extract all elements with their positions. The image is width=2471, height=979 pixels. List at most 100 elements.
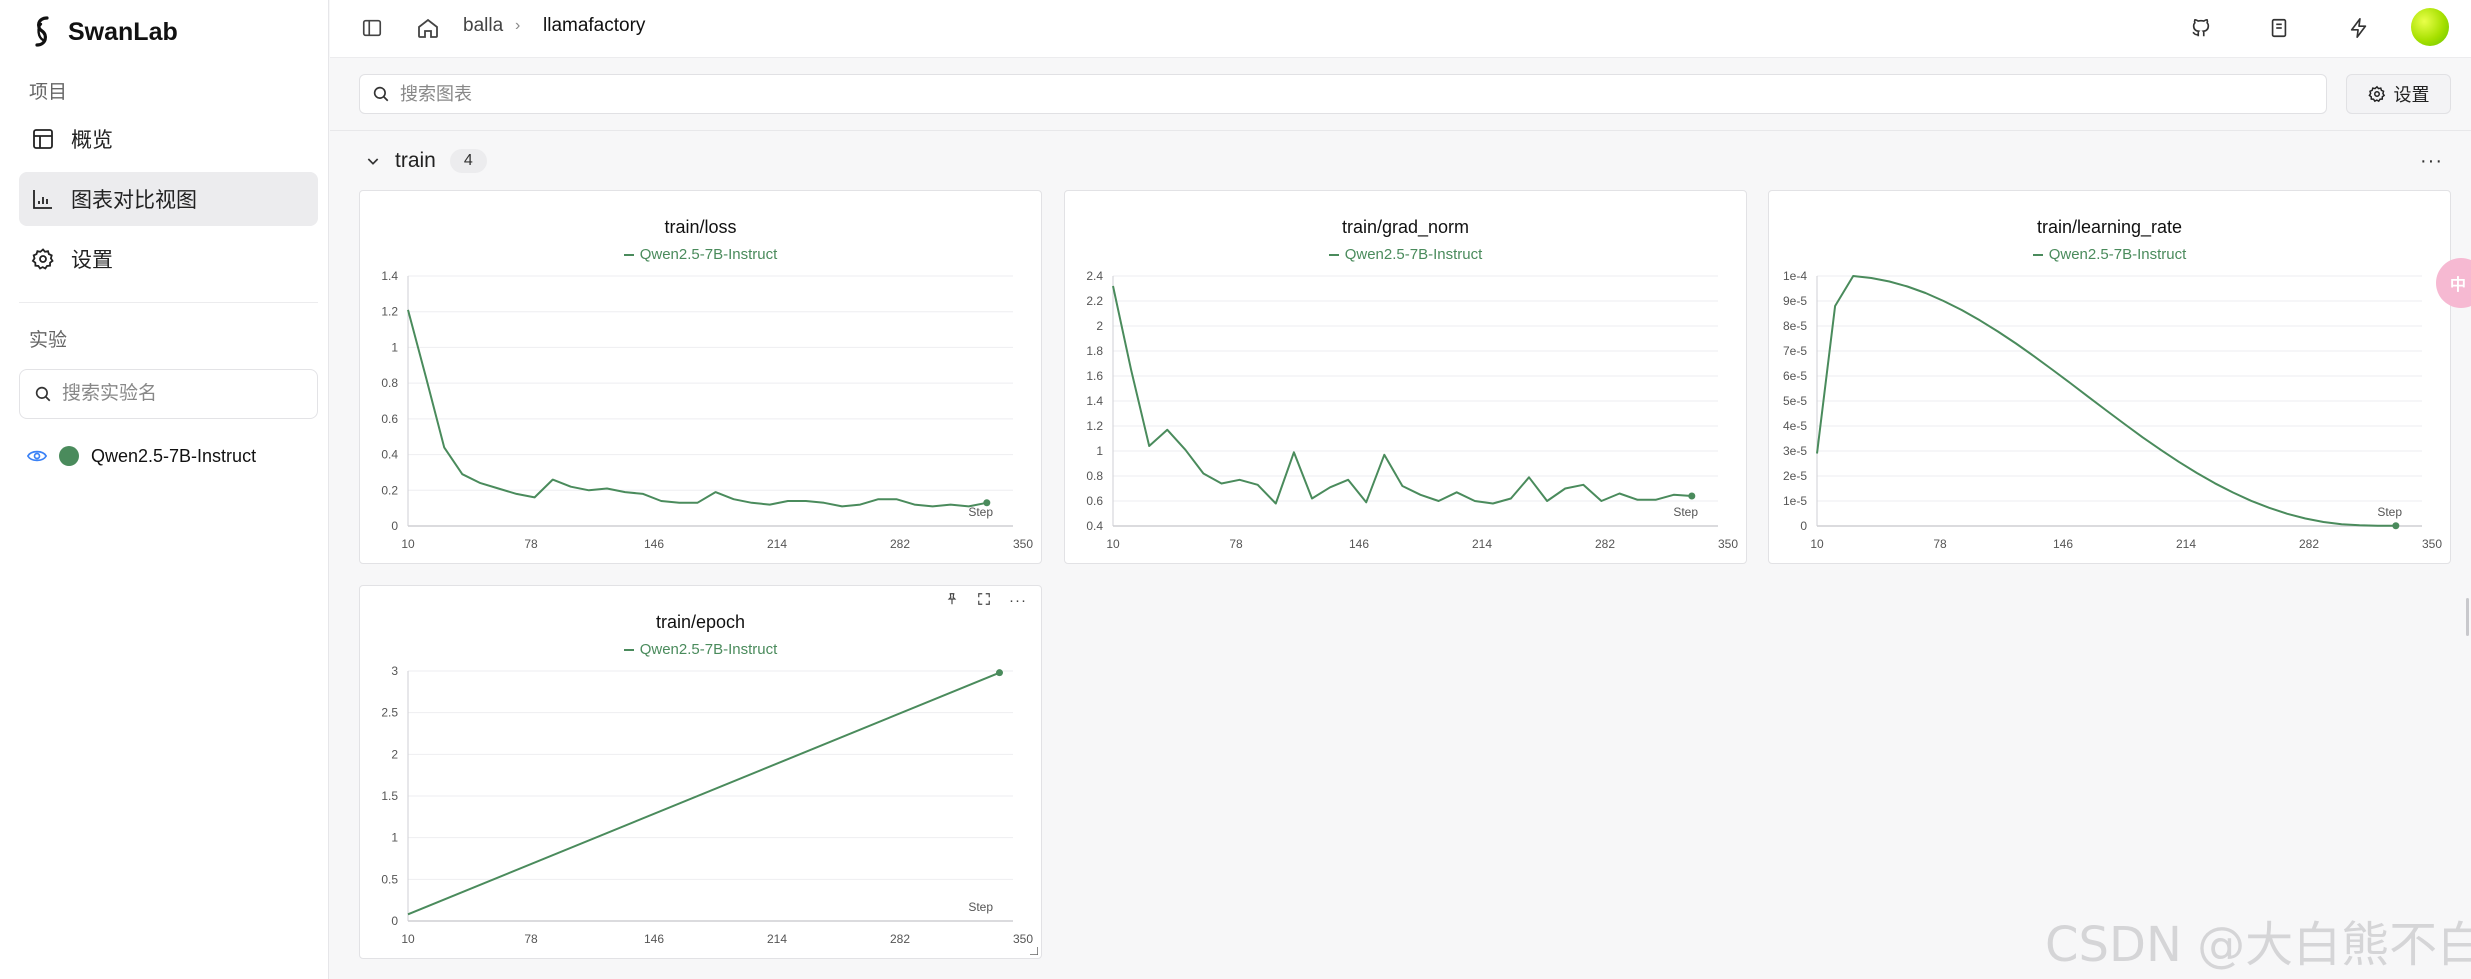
chart-panel-grad-norm[interactable]: 0.4 0.6 0.8 1 1.2 1.4 1.6 1.8 2 2.2 2.4 10 78 146 214 2… <box>1064 190 1747 564</box>
chart-panel-loss[interactable]: 0 0.2 0.4 0.6 0.8 1 1.2 1.4 10 78 146 214 282 350 Step… <box>359 190 1042 564</box>
more-icon[interactable]: ··· <box>1009 592 1027 609</box>
x-tick-label: 10 <box>401 932 415 946</box>
x-tick-label: 78 <box>524 537 538 551</box>
user-avatar[interactable] <box>2411 8 2449 46</box>
y-tick-label: 7e-5 <box>1783 344 1807 358</box>
group-more-icon[interactable]: ··· <box>2420 150 2443 172</box>
x-tick-label: 350 <box>1013 537 1033 551</box>
chart-title: train/grad_norm <box>1341 217 1470 237</box>
x-tick-label: 214 <box>767 932 787 946</box>
x-axis-label: Step <box>968 505 993 519</box>
top-header: balla › llamafactory <box>330 0 2471 58</box>
x-tick-label: 282 <box>1595 537 1615 551</box>
panel-tools: ··· <box>945 592 1027 610</box>
x-tick-label: 214 <box>1472 537 1492 551</box>
nav-chart-compare[interactable]: 图表对比视图 <box>19 172 318 226</box>
experiment-row[interactable]: Qwen2.5-7B-Instruct <box>27 441 256 471</box>
series-line <box>407 671 1000 916</box>
y-tick-label: 2 <box>1096 319 1103 333</box>
y-tick-label: 5e-5 <box>1783 394 1807 408</box>
github-icon[interactable] <box>2187 14 2215 42</box>
x-tick-label: 146 <box>1349 537 1369 551</box>
chart-panel-epoch[interactable]: 0 0.5 1 1.5 2 2.5 3 10 78 146 214 282 350 Step ··· tr… <box>359 585 1042 959</box>
x-tick-label: 10 <box>1106 537 1120 551</box>
lightning-icon[interactable] <box>2345 14 2373 42</box>
chevron-right-icon: › <box>515 17 521 34</box>
experiment-color-dot[interactable] <box>59 446 79 466</box>
y-tick-label: 1 <box>1096 444 1103 458</box>
series-end-point <box>2392 522 2400 530</box>
series-end-point <box>1688 492 1696 500</box>
y-tick-label: 0 <box>391 914 398 928</box>
y-tick-label: 1.2 <box>1086 419 1103 433</box>
sidebar: SwanLab 项目 概览 图表对比视图 设置 实验 Qwen2.5-7B-In… <box>0 0 329 979</box>
docs-book-icon[interactable] <box>2265 14 2293 42</box>
swanlab-logo-icon <box>35 16 49 47</box>
chart-group-name: train <box>395 149 436 172</box>
y-tick-label: 3e-5 <box>1783 444 1807 458</box>
y-tick-label: 0.6 <box>381 412 398 426</box>
grad-norm-chart: 0.4 0.6 0.8 1 1.2 1.4 1.6 1.8 2 2.2 2.4 10 78 146 214 2… <box>1086 269 1738 551</box>
chevron-down-icon[interactable] <box>365 153 381 169</box>
x-tick-label: 214 <box>767 537 787 551</box>
chart-panel-learning-rate[interactable]: 0 1e-5 2e-5 3e-5 4e-5 5e-5 6e-5 7e-5 8e-5 9e-5 1e-… <box>1768 190 2451 564</box>
breadcrumb-workspace[interactable]: balla <box>463 15 504 36</box>
legend-swatch <box>623 254 634 257</box>
y-tick-label: 2.4 <box>1086 269 1103 283</box>
settings-button[interactable]: 设置 <box>2346 74 2451 114</box>
translate-bubble[interactable]: 中 <box>2436 258 2471 308</box>
x-tick-label: 10 <box>401 537 415 551</box>
sidebar-toggle-icon[interactable] <box>358 14 386 42</box>
y-tick-label: 1e-4 <box>1783 269 1807 283</box>
gear-icon <box>31 248 54 270</box>
chart-search-input[interactable] <box>400 83 2300 105</box>
legend-swatch <box>1328 254 1339 257</box>
series-end-point <box>983 499 991 507</box>
breadcrumb-project[interactable]: llamafactory <box>543 15 646 36</box>
eye-icon[interactable] <box>27 449 47 463</box>
nav-chart-compare-label: 图表对比视图 <box>71 189 197 212</box>
nav-settings-label: 设置 <box>71 249 113 272</box>
y-tick-label: 0.5 <box>381 872 398 886</box>
legend-label: Qwen2.5-7B-Instruct <box>1344 246 1483 263</box>
project-section-label: 项目 <box>29 82 68 103</box>
chart-search[interactable] <box>359 74 2327 114</box>
series-line <box>407 309 987 508</box>
gear-icon <box>2367 85 2385 103</box>
y-tick-label: 1 <box>391 340 398 354</box>
y-tick-label: 1.8 <box>1086 344 1103 358</box>
x-tick-label: 78 <box>1933 537 1947 551</box>
y-tick-label: 8e-5 <box>1783 319 1807 333</box>
legend-label: Qwen2.5-7B-Instruct <box>639 641 778 658</box>
y-tick-label: 2.2 <box>1086 294 1103 308</box>
chart-group-header[interactable]: train 4 <box>365 146 487 176</box>
x-tick-label: 78 <box>1229 537 1243 551</box>
nav-settings[interactable]: 设置 <box>19 232 318 286</box>
y-tick-label: 4e-5 <box>1783 419 1807 433</box>
chart-legend: Qwen2.5-7B-Instruct <box>1065 246 1746 263</box>
y-tick-label: 1.4 <box>1086 394 1103 408</box>
home-icon[interactable] <box>414 14 442 42</box>
experiment-search[interactable] <box>19 369 318 419</box>
experiment-name[interactable]: Qwen2.5-7B-Instruct <box>91 445 257 466</box>
chart-group-count: 4 <box>449 149 487 173</box>
experiment-section-label: 实验 <box>29 330 68 351</box>
chart-legend: Qwen2.5-7B-Instruct <box>360 246 1041 263</box>
legend-swatch <box>2032 254 2043 257</box>
experiment-search-input[interactable] <box>62 383 302 405</box>
brand[interactable]: SwanLab <box>28 12 178 52</box>
x-axis-label: Step <box>2377 505 2402 519</box>
y-tick-label: 1.4 <box>381 269 398 283</box>
pin-icon[interactable] <box>945 592 959 610</box>
sidebar-divider <box>19 302 318 303</box>
scrollbar-thumb[interactable] <box>2466 598 2469 636</box>
search-icon <box>373 86 389 102</box>
y-tick-label: 0.2 <box>381 483 398 497</box>
nav-overview[interactable]: 概览 <box>19 112 318 166</box>
legend-swatch <box>623 649 634 652</box>
learning-rate-chart: 0 1e-5 2e-5 3e-5 4e-5 5e-5 6e-5 7e-5 8e-5 9e-5 1e-… <box>1783 269 2442 551</box>
resize-handle-icon[interactable] <box>1030 947 1038 955</box>
fullscreen-icon[interactable] <box>977 592 991 610</box>
loss-chart: 0 0.2 0.4 0.6 0.8 1 1.2 1.4 10 78 146 214 282 350 Step <box>381 269 1033 551</box>
y-tick-label: 6e-5 <box>1783 369 1807 383</box>
